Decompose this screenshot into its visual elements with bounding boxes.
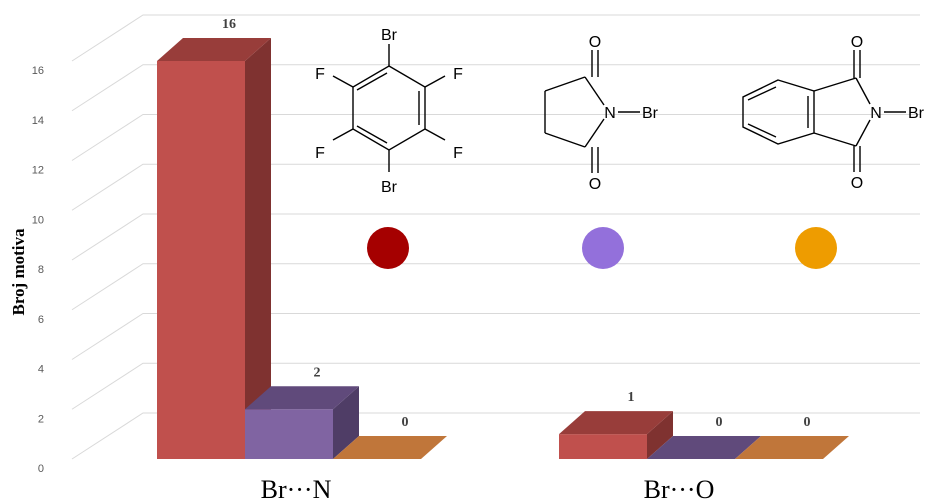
gridline bbox=[71, 313, 920, 360]
bar-top bbox=[559, 411, 673, 435]
y-tick-label: 2 bbox=[38, 413, 44, 425]
atom-o-top: O bbox=[851, 34, 863, 51]
legend-marker-nbs bbox=[582, 227, 624, 269]
atom-br-bottom: Br bbox=[381, 179, 398, 196]
bar-front bbox=[157, 61, 245, 459]
data-label: 0 bbox=[402, 415, 409, 430]
gridline bbox=[71, 263, 920, 311]
y-tick-label: 6 bbox=[38, 314, 44, 326]
atom-f-upper-right: F bbox=[453, 66, 463, 83]
y-tick-label: 16 bbox=[32, 65, 44, 77]
atom-o-top: O bbox=[589, 34, 601, 51]
atom-o-bottom: O bbox=[589, 176, 601, 193]
gridline bbox=[71, 213, 920, 261]
y-tick-label: 4 bbox=[38, 364, 44, 376]
gridline bbox=[71, 14, 920, 62]
gridline bbox=[71, 163, 920, 211]
bar-top bbox=[333, 436, 447, 459]
gridline bbox=[71, 64, 920, 112]
bar-side bbox=[245, 38, 271, 459]
bar-side bbox=[647, 411, 673, 459]
structure-nbp: O O N Br bbox=[742, 34, 925, 192]
atom-br: Br bbox=[908, 105, 925, 122]
bar-front bbox=[245, 409, 333, 459]
atom-o-bottom: O bbox=[851, 175, 863, 192]
category-label: Br···O bbox=[644, 475, 715, 502]
structure-nbs: O O N Br bbox=[544, 34, 659, 193]
atom-br: Br bbox=[642, 105, 659, 122]
bar-top bbox=[245, 386, 359, 410]
data-label: 16 bbox=[222, 17, 236, 32]
category-label: Br···N bbox=[261, 475, 332, 502]
data-label: 0 bbox=[716, 415, 723, 430]
bars bbox=[157, 38, 849, 459]
atom-br-top: Br bbox=[381, 27, 398, 44]
data-label: 0 bbox=[804, 415, 811, 430]
data-labels: 16 2 0 1 0 0 bbox=[222, 17, 811, 430]
y-tick-label: 12 bbox=[32, 165, 44, 177]
y-tick-label: 8 bbox=[38, 264, 44, 276]
gridline bbox=[71, 362, 920, 410]
bar-top bbox=[647, 436, 761, 459]
atom-f-lower-left: F bbox=[315, 145, 325, 162]
structure-hexafluoro: Br Br F F F F bbox=[315, 27, 463, 196]
atom-f-upper-left: F bbox=[315, 66, 325, 83]
legend-marker-hexafluoro bbox=[367, 227, 409, 269]
category-labels: Br···N Br···O bbox=[261, 475, 715, 502]
data-label: 2 bbox=[314, 365, 321, 380]
y-tick-label: 0 bbox=[38, 463, 44, 475]
data-label: 1 bbox=[628, 390, 635, 405]
atom-n: N bbox=[870, 105, 882, 122]
bar-top bbox=[157, 38, 271, 61]
gridline bbox=[71, 114, 920, 161]
bar-front bbox=[559, 434, 647, 459]
legend-marker-nbp bbox=[795, 227, 837, 269]
bar-top bbox=[735, 436, 849, 459]
y-axis-label: Broj motiva bbox=[9, 228, 28, 316]
y-tick-label: 14 bbox=[32, 115, 44, 127]
atom-n: N bbox=[604, 105, 616, 122]
grid-lines bbox=[71, 14, 920, 460]
y-axis-ticks: 0 2 4 6 8 10 12 14 16 bbox=[32, 65, 44, 475]
atom-f-lower-right: F bbox=[453, 145, 463, 162]
bar-side bbox=[333, 386, 359, 459]
y-tick-label: 10 bbox=[32, 214, 44, 226]
